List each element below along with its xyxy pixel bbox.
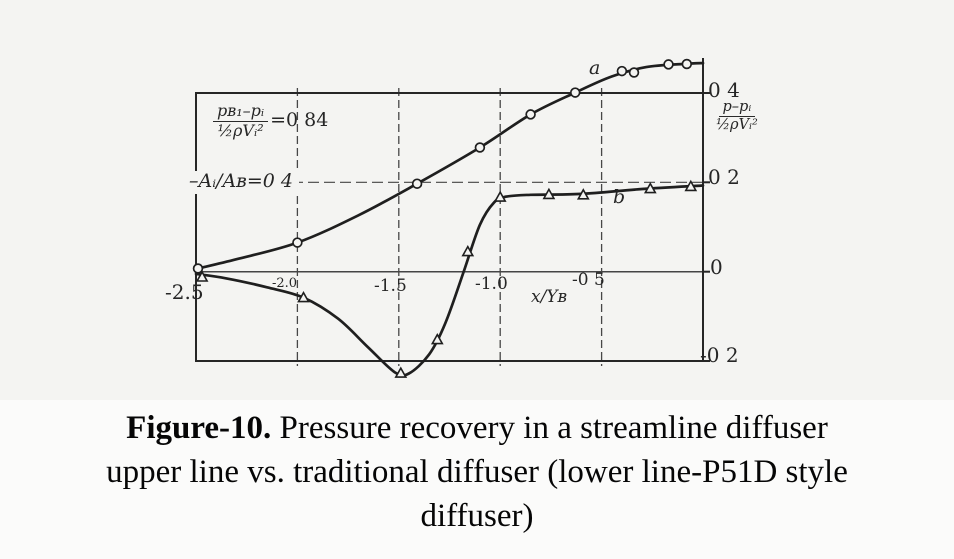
scanned-figure-background xyxy=(0,0,954,400)
curve-b-marker-triangle xyxy=(576,188,590,200)
x-tick-neg-1-5: -1.5 xyxy=(374,276,407,296)
curve-b-marker-triangle xyxy=(684,179,698,192)
curve-a-marker-circle xyxy=(474,142,486,153)
annotation-pressure-ratio-value: =0 84 xyxy=(270,109,329,132)
curve-b-marker-triangle xyxy=(195,270,209,282)
curve-b-marker-triangle xyxy=(297,290,310,303)
annotation-pressure-ratio-fraction: pʙ₁–pᵢ ½ρVᵢ² xyxy=(213,102,269,140)
y-tick-neg-0-2: -0 2 xyxy=(700,343,739,367)
y-axis-title: p–pᵢ ½ρVᵢ² xyxy=(716,99,758,134)
x-tick-neg-0-5: -0 5 xyxy=(572,270,605,290)
annotation-area-ratio: –Aᵢ/Aʙ=0 4 xyxy=(189,171,299,194)
caption-line-1-text: Pressure recovery in a streamline diffus… xyxy=(271,410,828,446)
annotation-fraction-denominator: ½ρVᵢ² xyxy=(217,120,264,140)
curve-b-marker-triangle xyxy=(542,187,556,200)
pressure-recovery-chart xyxy=(192,58,710,378)
y-tick-0-4: 0 4 xyxy=(708,78,740,102)
curve-b-marker-triangle xyxy=(461,244,475,257)
curve-a-marker-circle xyxy=(569,87,581,98)
curve-a-label: a xyxy=(589,57,601,79)
x-axis-title: x/Yʙ xyxy=(531,287,568,307)
curve-a-marker-circle xyxy=(411,178,423,189)
y-tick-0-2: 0 2 xyxy=(708,165,740,189)
curve-b-marker-triangle xyxy=(643,181,657,194)
curve-b-marker-triangle xyxy=(394,366,408,378)
curve-b-label: b xyxy=(613,186,626,208)
caption-figure-number: Figure-10. xyxy=(126,410,272,446)
x-tick-neg-1-0: -1.0 xyxy=(475,274,508,294)
y-axis-title-numerator: p–pᵢ xyxy=(718,99,756,118)
x-tick-neg-2-0: -2.0 xyxy=(272,276,298,291)
annotation-fraction-numerator: pʙ₁–pᵢ xyxy=(213,102,269,122)
figure-caption: Figure-10. Pressure recovery in a stream… xyxy=(0,406,954,538)
curve-a-marker-circle xyxy=(681,58,693,70)
curve-b-marker-triangle xyxy=(430,332,444,345)
curve-a-marker-circle xyxy=(616,65,628,77)
curve-b-marker-triangle xyxy=(493,190,507,202)
plot-frame xyxy=(195,92,704,362)
caption-line-3: diffuser) xyxy=(420,498,534,534)
caption-line-1: Figure-10. Pressure recovery in a stream… xyxy=(0,406,954,450)
annotation-pressure-ratio: pʙ₁–pᵢ ½ρVᵢ² =0 84 xyxy=(213,102,329,140)
curve-a-marker-circle xyxy=(525,109,536,120)
curve-a-marker-circle xyxy=(292,237,303,248)
curve-a-marker-circle xyxy=(192,263,204,274)
y-axis-title-denominator: ½ρVᵢ² xyxy=(716,117,758,134)
curve-a-marker-circle xyxy=(663,59,674,70)
caption-line-2: upper line vs. traditional diffuser (low… xyxy=(106,454,848,490)
x-tick-neg-2-5: -2.5 xyxy=(165,280,204,304)
y-tick-0: 0 xyxy=(710,255,723,279)
curve-a-marker-circle xyxy=(628,67,640,78)
